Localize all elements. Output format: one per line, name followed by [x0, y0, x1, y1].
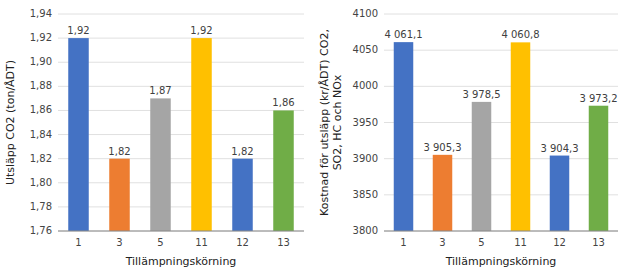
bar: [511, 42, 531, 231]
grid-line: [58, 158, 304, 159]
bar: [589, 106, 609, 231]
grid-line: [384, 122, 618, 123]
bar: [433, 155, 453, 231]
y-axis-label: Kostnad för utsläpp (kr/ÅDT) CO2,SO2, HC…: [318, 29, 344, 216]
y-tick-label: 1,92: [30, 32, 52, 43]
grid-line: [58, 38, 304, 39]
x-tick-label: 5: [157, 237, 163, 248]
bars: [68, 38, 294, 231]
bar: [472, 102, 492, 231]
y-tick-label: 3850: [353, 189, 378, 200]
bar: [150, 98, 171, 231]
chart-figure: 1,76 1,78 1,80 1,82 1,84 1,86 1,88 1,90 1,92 1,94…: [0, 0, 628, 275]
grid-line: [58, 231, 304, 232]
y-tick-label: 1,82: [30, 153, 52, 164]
x-tick-label: 12: [236, 237, 249, 248]
y-tick-label: 1,90: [30, 56, 52, 67]
grid-line: [58, 110, 304, 111]
x-tick-label: 11: [195, 237, 208, 248]
y-tick-label: 1,84: [30, 129, 52, 140]
grid-line: [384, 86, 618, 87]
data-label: 3 978,5: [462, 89, 500, 100]
grid-line: [58, 86, 304, 87]
bar: [550, 156, 570, 231]
x-tick-label: 1: [400, 237, 406, 248]
x-tick-label: 12: [553, 237, 566, 248]
data-label: 3 904,3: [540, 143, 578, 154]
data-label: 1,87: [149, 85, 171, 96]
x-tick-label: 3: [116, 237, 122, 248]
bar: [191, 38, 212, 231]
chart-panel: 1,76 1,78 1,80 1,82 1,84 1,86 1,88 1,90 1,92 1,94…: [4, 8, 304, 275]
x-tick-label: 1: [75, 237, 81, 248]
data-label: 3 905,3: [423, 142, 461, 153]
y-tick-label: 1,78: [30, 201, 52, 212]
grid-line: [384, 50, 618, 51]
x-axis-line: [58, 231, 304, 232]
bars: [394, 42, 609, 231]
y-axis-label: Utsläpp CO2 (ton/ÅDT): [4, 60, 17, 185]
x-tick-label: 5: [478, 237, 484, 248]
grid-line: [58, 134, 304, 135]
data-label: 3 973,2: [579, 93, 617, 104]
y-tick-label: 3950: [353, 117, 378, 128]
y-tick-label: 4100: [353, 8, 378, 19]
y-tick-label: 4000: [353, 80, 378, 91]
x-tick-label: 13: [592, 237, 605, 248]
grid-line: [58, 206, 304, 207]
bar: [273, 110, 294, 231]
bar: [109, 159, 130, 231]
y-tick-label: 1,86: [30, 104, 52, 115]
grid-line: [384, 194, 618, 195]
data-label: 1,92: [67, 25, 89, 36]
data-label: 4 061,1: [384, 29, 422, 40]
bar: [394, 42, 414, 231]
bar: [232, 159, 253, 231]
data-label: 1,92: [190, 25, 212, 36]
y-tick-label: 1,76: [30, 225, 52, 236]
y-tick-label: 1,88: [30, 80, 52, 91]
y-tick-label: 1,94: [30, 8, 52, 19]
x-tick-label: 13: [277, 237, 290, 248]
x-axis-label: Tillämpningskörning: [125, 255, 237, 268]
grid-line: [384, 14, 618, 15]
grid-line: [58, 182, 304, 183]
grid-line: [384, 231, 618, 232]
x-axis-line: [384, 231, 618, 232]
bar: [68, 38, 89, 231]
x-tick-label: 11: [514, 237, 527, 248]
grid-line: [384, 158, 618, 159]
x-tick-label: 3: [439, 237, 445, 248]
grid-line: [58, 14, 304, 15]
x-axis-label: Tillämpningskörning: [445, 255, 557, 268]
chart-panel: 3800 3850 3900 3950 4000 4050 4100 4 061,1 3 905…: [318, 8, 618, 275]
y-tick-label: 3800: [353, 225, 378, 236]
y-tick-label: 3900: [353, 153, 378, 164]
data-label: 4 060,8: [501, 29, 539, 40]
data-label: 1,82: [231, 146, 253, 157]
data-label: 1,82: [108, 146, 130, 157]
y-tick-label: 1,80: [30, 177, 52, 188]
grid-line: [58, 62, 304, 63]
y-tick-label: 4050: [353, 44, 378, 55]
data-label: 1,86: [272, 97, 294, 108]
